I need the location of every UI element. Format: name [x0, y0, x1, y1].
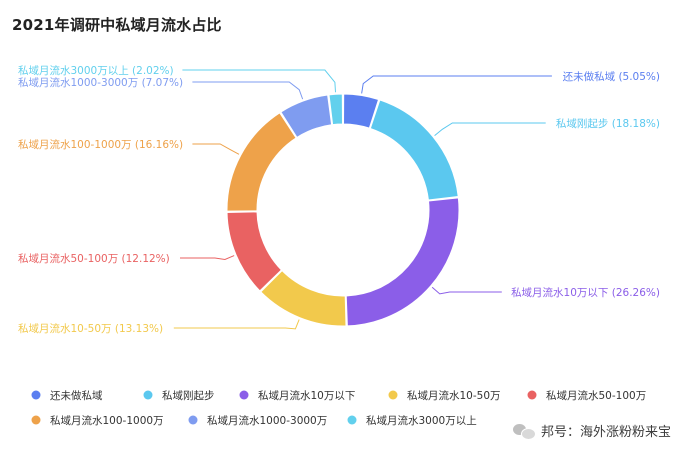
chart-title: 2021年调研中私域月流水占比: [12, 16, 222, 34]
slice-label-5: 私域月流水50-100万 (12.12%): [18, 252, 170, 265]
callout-line-2: [434, 122, 546, 136]
legend-marker-6: [31, 415, 41, 425]
callout-line-8: [182, 69, 337, 93]
slice-label-6: 私域月流水100-1000万 (16.16%): [18, 138, 183, 151]
callout-line-6: [192, 143, 240, 155]
legend-label-8: 私域月流水3000万以上: [366, 414, 477, 427]
watermark-text: 邦号：海外涨粉粉来宝: [540, 425, 671, 440]
legend-marker-1: [31, 390, 41, 400]
legend: 还未做私域 私域刚起步 私域月流水10万以下 私域月流水10-50万 私域月流水50-1…: [31, 389, 646, 427]
legend-label-4: 私域月流水10-50万: [407, 389, 501, 402]
legend-marker-7: [188, 415, 198, 425]
slice-label-1: 还未做私域 (5.05%): [563, 70, 660, 83]
callout-line-5: [180, 255, 235, 260]
slice-label-4: 私域月流水10-50万 (13.13%): [18, 322, 163, 335]
donut-slice-2: [369, 99, 459, 201]
callout-line-3: [431, 286, 502, 295]
legend-label-7: 私域月流水1000-3000万: [207, 414, 327, 427]
callout-line-4: [173, 319, 300, 330]
donut-slice-7: [280, 94, 333, 139]
legend-marker-5: [527, 390, 537, 400]
donut-slice-8: [328, 93, 343, 126]
donut-slice-1: [343, 93, 380, 129]
donut-slices: [226, 93, 460, 327]
legend-marker-3: [239, 390, 249, 400]
legend-marker-4: [388, 390, 398, 400]
legend-label-3: 私域月流水10万以下: [258, 389, 355, 402]
donut-slice-3: [345, 197, 460, 327]
legend-label-2: 私域刚起步: [162, 389, 215, 402]
donut-slice-6: [226, 112, 297, 212]
legend-marker-2: [143, 390, 153, 400]
callout-line-1: [361, 75, 552, 94]
slice-label-8: 私域月流水3000万以上 (2.02%): [18, 64, 174, 77]
legend-label-6: 私域月流水100-1000万: [50, 414, 164, 427]
slice-label-7: 私域月流水1000-3000万 (7.07%): [18, 76, 183, 89]
legend-marker-8: [347, 415, 357, 425]
slice-label-3: 私域月流水10万以下 (26.26%): [511, 286, 660, 299]
watermark: 邦号：海外涨粉粉来宝: [512, 421, 671, 440]
callout-line-7: [192, 81, 304, 100]
slice-label-2: 私域刚起步 (18.18%): [556, 117, 660, 130]
slice-callouts: 还未做私域 (5.05%) 私域刚起步 (18.18%) 私域月流水10万以下 (2…: [18, 64, 660, 335]
donut-slice-5: [226, 211, 283, 292]
wechat-icon: [512, 423, 536, 440]
donut-slice-4: [260, 269, 347, 327]
legend-label-1: 还未做私域: [50, 389, 103, 402]
legend-label-5: 私域月流水50-100万: [546, 389, 646, 402]
